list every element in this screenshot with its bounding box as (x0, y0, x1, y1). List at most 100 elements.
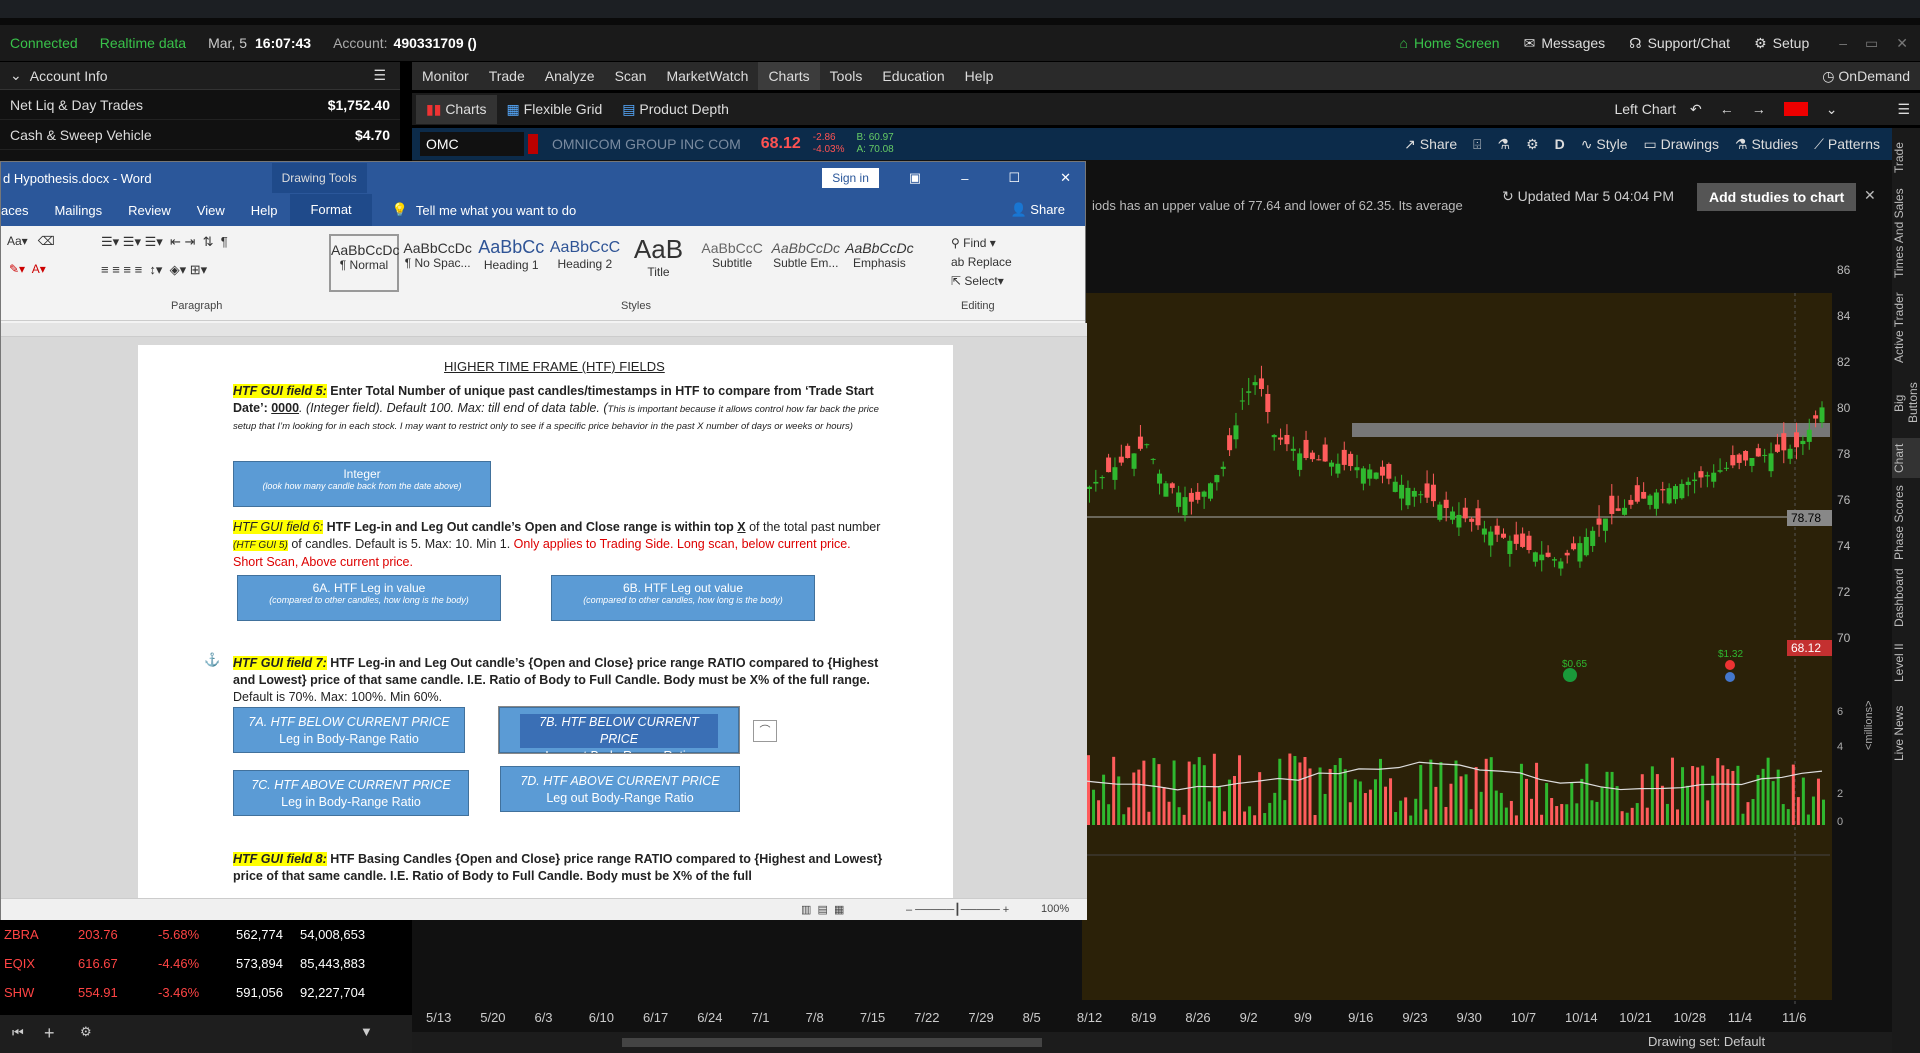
menu-scan[interactable]: Scan (614, 68, 647, 84)
add-studies-button[interactable]: Add studies to chart (1697, 183, 1857, 211)
tab-review[interactable]: Review (128, 202, 171, 218)
timeframe-button[interactable]: D (1554, 136, 1565, 152)
studies-button[interactable]: ⚗ Studies (1735, 136, 1798, 153)
select-button[interactable]: ⇱ Select▾ (951, 274, 1004, 288)
font-tools[interactable]: Aa▾ ⌫ (7, 234, 55, 248)
close-button[interactable]: ✕ (1060, 170, 1071, 185)
ruler[interactable] (1, 323, 1087, 337)
flask-icon[interactable]: ⚗ (1497, 135, 1511, 152)
style-heading-1[interactable]: AaBbCc Heading 1 (476, 234, 546, 292)
tab-mailings[interactable]: Mailings (54, 202, 103, 218)
tab-charts[interactable]: ▮▮ Charts (416, 94, 497, 124)
home-screen-button[interactable]: ⌂ Home Screen (1400, 35, 1500, 51)
style-heading-2[interactable]: AaBbCcC Heading 2 (550, 234, 620, 292)
back-arrow-icon[interactable]: ← (1719, 101, 1734, 117)
style-title[interactable]: AaB Title (624, 234, 694, 292)
view-modes[interactable]: ▥ ▤ ▦ (801, 904, 845, 916)
tab-help[interactable]: Help (250, 202, 278, 218)
layout-options-icon[interactable]: ⌒ (753, 720, 777, 742)
menu-analyze[interactable]: Analyze (544, 68, 595, 84)
dividend-icon[interactable] (1563, 668, 1577, 682)
ribbon-display-icon[interactable]: ▣ (908, 170, 922, 185)
tab-format[interactable]: Format (290, 194, 372, 226)
minimize-button[interactable]: – (961, 170, 969, 186)
menu-icon[interactable]: ☰ (1897, 100, 1910, 117)
field7d-button[interactable]: 7D. HTF ABOVE CURRENT PRICE Leg out Body-… (500, 766, 740, 812)
drawings-button[interactable]: ▭ Drawings (1644, 136, 1719, 153)
chevron-down-icon[interactable]: ⌄ (1825, 100, 1838, 117)
ondemand-button[interactable]: ◷ OnDemand (1812, 62, 1920, 90)
price-chart[interactable]: 86 84 82 80 78 76 74 72 70 78.78 68.12 $0.65 $1.… (412, 160, 1892, 1053)
account-number[interactable]: 490331709 () (393, 35, 477, 51)
zoom-slider[interactable]: – ─────┃───── + (906, 904, 1010, 916)
side-tab-trade[interactable]: Trade (1892, 142, 1906, 174)
align-tools[interactable]: ≡ ≡ ≡ ≡ ↕▾ ◈▾ ⊞▾ (101, 262, 208, 277)
tab-product-depth[interactable]: ▤ Product Depth (612, 95, 739, 124)
earnings-icon[interactable] (1725, 660, 1735, 670)
menu-trade[interactable]: Trade (488, 68, 525, 84)
watchlist-row[interactable]: ZBRA 203.76 -5.68% 562,774 54,008,653 (0, 920, 400, 949)
skip-back-icon[interactable]: ⏮ (12, 1025, 24, 1040)
zoom-level[interactable]: 100% (1041, 903, 1070, 915)
left-chart-label[interactable]: Left Chart (1614, 101, 1676, 117)
side-tab-active-trader[interactable]: Active Trader (1892, 292, 1906, 364)
messages-button[interactable]: ✉ Messages (1524, 35, 1606, 52)
support-button[interactable]: ☊ Support/Chat (1629, 35, 1730, 52)
menu-education[interactable]: Education (882, 68, 945, 84)
close-button[interactable]: ✕ (1896, 34, 1908, 51)
field7b-button[interactable]: 7B. HTF BELOW CURRENT PRICE Leg out Body-… (498, 706, 740, 763)
gear-icon[interactable]: ⚙ (80, 1024, 92, 1039)
symbol-input[interactable]: OMC (420, 132, 524, 156)
event-icon[interactable] (1725, 672, 1735, 682)
style-no-spacing[interactable]: AaBbCcDc ¶ No Spac... (403, 234, 473, 292)
field6a-button[interactable]: 6A. HTF Leg in value (compared to other c… (237, 575, 501, 621)
style-subtle-emphasis[interactable]: AaBbCcDc Subtle Em... (771, 234, 841, 292)
sign-in-button[interactable]: Sign in (822, 168, 879, 188)
document-page[interactable]: HIGHER TIME FRAME (HTF) FIELDS HTF GUI f… (138, 345, 953, 898)
highlight-tools[interactable]: ✎▾ A▾ (9, 262, 46, 276)
undo-icon[interactable]: ↶ (1689, 100, 1702, 117)
close-icon[interactable]: ✕ (1864, 187, 1876, 203)
replace-button[interactable]: ab Replace (951, 253, 1012, 272)
menu-marketwatch[interactable]: MarketWatch (666, 68, 749, 84)
side-tab-times-and-sales[interactable]: Times And Sales (1892, 188, 1906, 278)
chart-scrollbar[interactable]: Drawing set: Default (412, 1032, 1892, 1053)
maximize-button[interactable]: ☐ (1008, 170, 1021, 185)
share-button[interactable]: ↗ Share (1404, 136, 1457, 153)
field7c-button[interactable]: 7C. HTF ABOVE CURRENT PRICE Leg in Body-R… (233, 770, 469, 816)
account-header[interactable]: ⌄ Account Info ☰ (0, 62, 400, 90)
find-button[interactable]: ⚲ Find ▾ (951, 236, 996, 250)
patterns-button[interactable]: ⟋ Patterns (1814, 136, 1880, 153)
style-subtitle[interactable]: AaBbCcC Subtitle (697, 234, 767, 292)
menu-charts[interactable]: Charts (758, 62, 820, 90)
tab-flexible-grid[interactable]: ▦ Flexible Grid (497, 95, 613, 124)
side-tab-phase-scores[interactable]: Phase Scores (1892, 485, 1906, 561)
tab-references[interactable]: aces (1, 202, 29, 218)
link-color-icon[interactable] (1783, 102, 1808, 116)
side-tab-big-buttons[interactable]: Big Buttons (1892, 382, 1920, 424)
camera-icon[interactable]: ⌹ (1473, 135, 1482, 152)
integer-button[interactable]: Integer (look how many candle back from t… (233, 461, 491, 507)
style-button[interactable]: ∿ Style (1581, 136, 1628, 153)
share-button[interactable]: 👤 Share (1010, 202, 1065, 218)
side-tab-level-ii[interactable]: Level II (1892, 643, 1906, 683)
style-emphasis[interactable]: AaBbCcDc Emphasis (844, 234, 914, 292)
field7a-button[interactable]: 7A. HTF BELOW CURRENT PRICE Leg in Body-R… (233, 707, 465, 753)
chevron-down-icon[interactable]: ▼ (360, 1024, 373, 1039)
setup-button[interactable]: ⚙ Setup (1754, 35, 1809, 52)
side-tab-live-news[interactable]: Live News (1892, 705, 1906, 761)
menu-monitor[interactable]: Monitor (422, 68, 469, 84)
menu-icon[interactable]: ☰ (373, 67, 386, 83)
scroll-thumb[interactable] (622, 1038, 1042, 1047)
watchlist-row[interactable]: SHW 554.91 -3.46% 591,056 92,227,704 (0, 978, 400, 1007)
forward-arrow-icon[interactable]: → (1751, 101, 1766, 117)
add-icon[interactable]: + (44, 1023, 55, 1043)
tell-me-input[interactable]: Tell me what you want to do (415, 202, 577, 218)
watchlist-row[interactable]: EQIX 616.67 -4.46% 573,894 85,443,883 (0, 949, 400, 978)
menu-help[interactable]: Help (964, 68, 994, 84)
side-tab-chart[interactable]: Chart (1892, 438, 1920, 478)
tab-view[interactable]: View (196, 202, 225, 218)
style-normal[interactable]: AaBbCcDc ¶ Normal (329, 234, 399, 292)
minimize-button[interactable]: – (1839, 35, 1848, 51)
field6b-button[interactable]: 6B. HTF Leg out value (compared to other … (551, 575, 815, 621)
